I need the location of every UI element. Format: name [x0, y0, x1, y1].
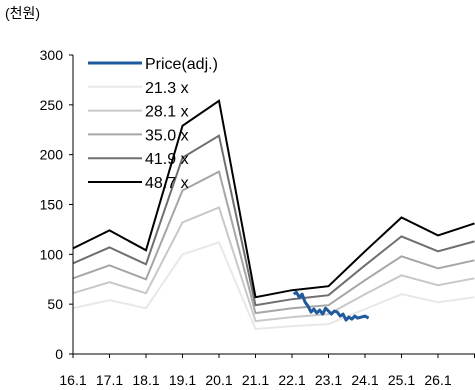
y-tick-label: 300 [40, 47, 64, 63]
legend: Price(adj.) 21.3 x 28.1 x 35.0 x 41.9 x 48.7 … [88, 56, 218, 192]
x-tick-label: 19.1 [169, 372, 196, 388]
y-tick-label: 0 [55, 346, 63, 362]
legend-entry-label: Price(adj.) [145, 56, 218, 73]
y-tick-label: 250 [40, 97, 64, 113]
x-tick-label: 22.1 [278, 372, 305, 388]
x-tick-label: 24.1 [351, 372, 378, 388]
series-line-band-5 [72, 99, 475, 299]
x-tick-label: 26.1 [424, 372, 451, 388]
x-tick-label: 21.1 [242, 372, 269, 388]
x-tick-label: 20.1 [205, 372, 232, 388]
y-tick-label: 50 [47, 296, 63, 312]
x-tick-label: 18.1 [132, 372, 159, 388]
x-tick-label: 16.1 [59, 372, 86, 388]
series-line-band-1 [72, 241, 475, 331]
series-line-band-3 [72, 170, 475, 315]
series-line-band-4 [72, 134, 475, 307]
unit-label: (천원) [5, 5, 40, 21]
series-lines [72, 99, 475, 331]
x-tick-label: 17.1 [96, 372, 123, 388]
legend-entry-label: 21.3 x [145, 80, 189, 97]
legend-entry-label: 35.0 x [145, 127, 189, 144]
series-line-band-2 [72, 206, 475, 323]
x-tick-label: 23.1 [315, 372, 342, 388]
axes: 0 50 100 150 200 250 300 16.1 17.1 18.1 19.1 20.1 21… [40, 47, 475, 388]
y-tick-label: 100 [40, 246, 64, 262]
legend-entry-label: 41.9 x [145, 151, 189, 168]
x-tick-label: 25.1 [388, 372, 415, 388]
y-tick-label: 150 [40, 197, 64, 213]
legend-entry-label: 48.7 x [145, 175, 189, 192]
legend-entry-label: 28.1 x [145, 104, 189, 121]
y-tick-label: 200 [40, 147, 64, 163]
series-line-price [292, 290, 370, 322]
